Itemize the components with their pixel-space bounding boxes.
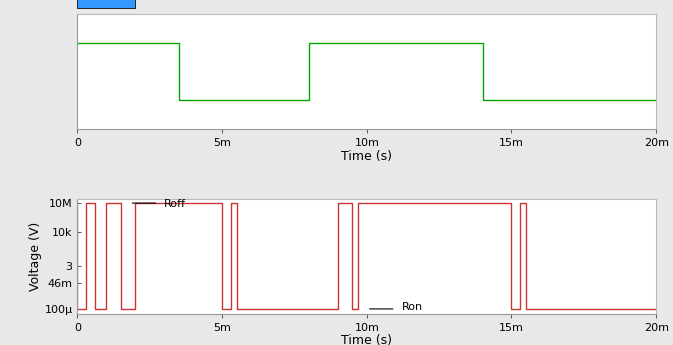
X-axis label: Time (s): Time (s) xyxy=(341,334,392,345)
Y-axis label: Voltage (V): Voltage (V) xyxy=(29,221,42,291)
FancyBboxPatch shape xyxy=(77,0,135,8)
Text: Roff: Roff xyxy=(164,199,186,209)
X-axis label: Time (s): Time (s) xyxy=(341,150,392,162)
Text: Ron: Ron xyxy=(402,302,423,312)
